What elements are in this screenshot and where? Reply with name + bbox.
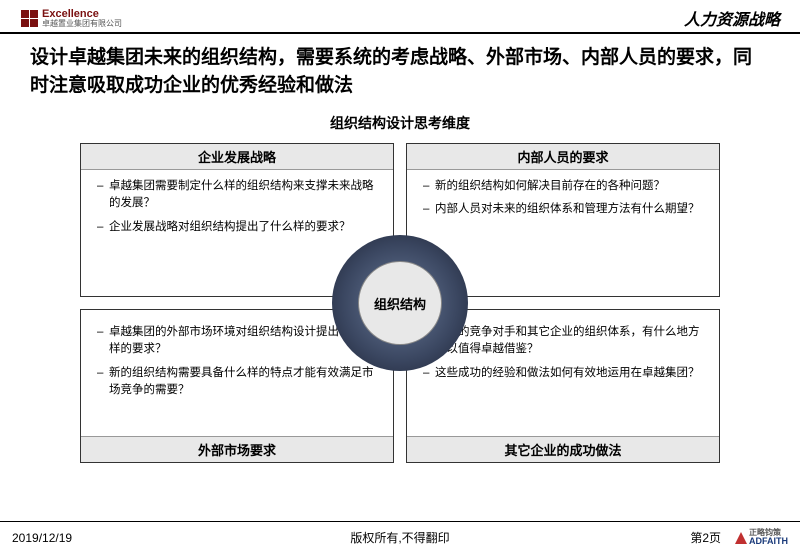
footer-copyright: 版权所有,不得翻印 (350, 529, 449, 546)
list-item: 新的组织结构需要具备什么样的特点才能有效满足市场竞争的需要？ (99, 365, 381, 400)
slide-header: Excellence 卓越置业集团有限公司 人力资源战略 (0, 0, 800, 34)
list-item: 卓越的竞争对手和其它企业的组织体系，有什么地方可以值得卓越借鉴？ (425, 324, 707, 359)
company-logo: Excellence 卓越置业集团有限公司 (20, 9, 122, 28)
quad-bl-header: 外部市场要求 (81, 436, 393, 462)
center-circle: 组织结构 (332, 235, 468, 371)
list-item: 内部人员对未来的组织体系和管理方法有什么期望？ (425, 201, 707, 218)
footer-page: 第2页 (690, 529, 721, 546)
center-label: 组织结构 (359, 262, 441, 344)
logo-text-cn: 卓越置业集团有限公司 (42, 20, 122, 28)
header-category: 人力资源战略 (684, 6, 780, 30)
quad-br-header: 其它企业的成功做法 (407, 436, 719, 462)
footer-date: 2019/12/19 (12, 531, 72, 545)
logo-icon (20, 9, 38, 27)
slide-footer: 2019/12/19 版权所有,不得翻印 第2页 正略钧策 ADFAITH (0, 521, 800, 553)
adfaith-icon (735, 532, 747, 544)
list-item: 卓越集团需要制定什么样的组织结构来支撑未来战略的发展？ (99, 178, 381, 213)
diagram-subtitle: 组织结构设计思考维度 (0, 113, 800, 133)
adfaith-logo: 正略钧策 ADFAITH (735, 529, 788, 546)
list-item: 企业发展战略对组织结构提出了什么样的要求？ (99, 219, 381, 236)
quadrant-diagram: 企业发展战略 卓越集团需要制定什么样的组织结构来支撑未来战略的发展？ 企业发展战… (80, 143, 720, 463)
quad-tl-body: 卓越集团需要制定什么样的组织结构来支撑未来战略的发展？ 企业发展战略对组织结构提… (81, 170, 393, 246)
quad-tr-body: 新的组织结构如何解决目前存在的各种问题？ 内部人员对未来的组织体系和管理方法有什… (407, 170, 719, 229)
slide-title: 设计卓越集团未来的组织结构，需要系统的考虑战略、外部市场、内部人员的要求，同时注… (0, 34, 800, 105)
quad-tr-header: 内部人员的要求 (407, 144, 719, 170)
quad-tl-header: 企业发展战略 (81, 144, 393, 170)
list-item: 这些成功的经验和做法如何有效地运用在卓越集团？ (425, 365, 707, 382)
logo-text-en: Excellence (42, 9, 122, 20)
list-item: 新的组织结构如何解决目前存在的各种问题？ (425, 178, 707, 195)
adfaith-en: ADFAITH (749, 536, 788, 546)
